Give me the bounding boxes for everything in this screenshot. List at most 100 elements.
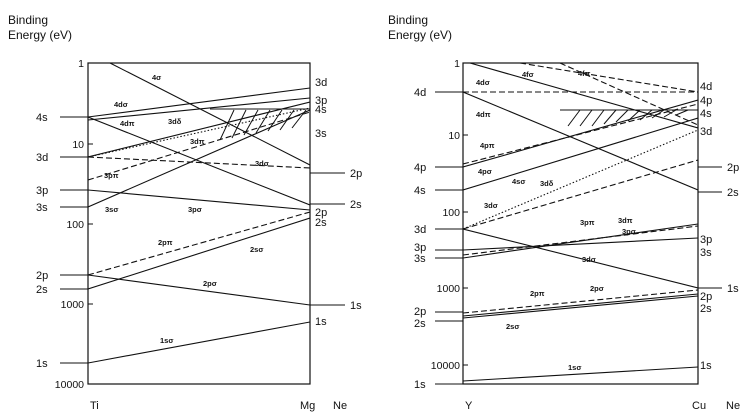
orbital-label: 3dσ xyxy=(255,159,269,168)
orbital-label: 3dδ xyxy=(168,117,182,126)
orbital-label: 2pπ xyxy=(530,289,545,298)
right-y-tick-1000: 1000 xyxy=(437,283,461,295)
ne-level-1s-right: 1s xyxy=(727,283,739,295)
cu-level-4p: 4p xyxy=(700,95,712,107)
right-plot-frame xyxy=(462,62,699,385)
right-panel: Binding Energy (eV) 1 10 100 1000 10000 … xyxy=(388,13,740,412)
left-y-tick-1000: 1000 xyxy=(61,299,85,311)
left-hatched-band xyxy=(210,108,310,141)
ne-level-2s-right: 2s xyxy=(727,187,739,199)
right-y-ticks xyxy=(463,62,468,366)
left-right-level-3d: 3d xyxy=(315,77,327,89)
orbital-label: 3dσ xyxy=(582,255,596,264)
orbital-label: 2pσ xyxy=(590,284,604,293)
orbital-label: 4fπ xyxy=(578,69,591,78)
left-right-level-3p: 3p xyxy=(315,95,327,107)
left-right-level-3s: 3s xyxy=(315,128,327,140)
cu-level-3d: 3d xyxy=(700,126,712,138)
cu-level-3s: 3s xyxy=(700,247,712,259)
left-correlation-lines xyxy=(88,63,310,364)
right-correlation-lines xyxy=(463,63,698,382)
right-atom-cu: Cu xyxy=(692,400,706,412)
left-plot-frame xyxy=(87,62,311,385)
y-level-3s: 3s xyxy=(414,253,426,265)
orbital-label: 4σ xyxy=(152,73,161,82)
mg-level-1s: 1s xyxy=(315,316,327,328)
orbital-label: 4pσ xyxy=(478,167,492,176)
ne-level-2p: 2p xyxy=(350,168,362,180)
orbital-label: 1sσ xyxy=(160,336,173,345)
orbital-label: 3dπ xyxy=(618,216,633,225)
right-y-tick-100: 100 xyxy=(442,207,460,219)
left-atom-ti: Ti xyxy=(90,400,99,412)
orbital-label: 3dπ xyxy=(190,137,205,146)
cu-level-2s: 2s xyxy=(700,303,712,315)
left-panel: Binding Energy (eV) 1 10 100 1000 10000 … xyxy=(8,13,362,412)
y-level-2s: 2s xyxy=(414,318,426,330)
orbital-label: 3pπ xyxy=(580,218,595,227)
orbital-label: 4pπ xyxy=(480,141,495,150)
orbital-label: 2sσ xyxy=(250,245,263,254)
right-atom-mg: Mg xyxy=(300,400,315,412)
cu-level-4d: 4d xyxy=(700,81,712,93)
left-y-tick-100: 100 xyxy=(66,219,84,231)
left-level-1s: 1s xyxy=(36,358,48,370)
y-level-4s: 4s xyxy=(414,185,426,197)
left-level-3d: 3d xyxy=(36,152,48,164)
left-level-2p: 2p xyxy=(36,270,48,282)
right-level-stubs xyxy=(435,91,463,385)
mg-level-2p: 2p xyxy=(315,207,327,219)
orbital-label: 2sσ xyxy=(506,322,519,331)
orbital-label: 2pσ xyxy=(203,279,217,288)
left-y-tick-1: 1 xyxy=(78,58,84,70)
right-hatched-band xyxy=(560,109,698,127)
left-atom-y: Y xyxy=(465,400,473,412)
y-level-4d: 4d xyxy=(414,87,426,99)
y-level-2p: 2p xyxy=(414,306,426,318)
ne-level-2s: 2s xyxy=(350,199,362,211)
orbital-label: 4fσ xyxy=(522,70,534,79)
left-y-tick-10: 10 xyxy=(72,139,84,151)
left-axis-title-line1: Binding xyxy=(8,13,48,27)
left-level-3s: 3s xyxy=(36,202,48,214)
orbital-label: 3dδ xyxy=(540,179,554,188)
orbital-label: 4dπ xyxy=(476,110,491,119)
orbital-label: 3pσ xyxy=(188,205,202,214)
orbital-label: 3pσ xyxy=(622,227,636,236)
left-axis-title-line2: Energy (eV) xyxy=(8,28,72,42)
orbital-label: 4dπ xyxy=(120,119,135,128)
left-right-level-4s: 4s xyxy=(315,104,327,116)
right-axis-title-line2: Energy (eV) xyxy=(388,28,452,42)
ne-level-2p-right: 2p xyxy=(727,162,739,174)
y-level-3p: 3p xyxy=(414,242,426,254)
orbital-label: 1sσ xyxy=(568,363,581,372)
extra-atom-ne-right: Ne xyxy=(726,400,740,412)
cu-level-2p: 2p xyxy=(700,291,712,303)
ne-level-1s: 1s xyxy=(350,300,362,312)
extra-atom-ne: Ne xyxy=(333,400,347,412)
left-y-tick-10000: 10000 xyxy=(55,379,84,391)
right-y-tick-10000: 10000 xyxy=(431,360,460,372)
right-y-tick-1: 1 xyxy=(454,58,460,70)
cu-level-4s: 4s xyxy=(700,108,712,120)
left-level-stubs xyxy=(60,116,88,364)
orbital-label: 3pπ xyxy=(104,171,119,180)
orbital-label: 2pπ xyxy=(158,238,173,247)
y-level-4p: 4p xyxy=(414,162,426,174)
left-level-2s: 2s xyxy=(36,284,48,296)
cu-level-3p: 3p xyxy=(700,234,712,246)
orbital-label: 4sσ xyxy=(512,177,525,186)
left-level-3p: 3p xyxy=(36,185,48,197)
orbital-label: 3dσ xyxy=(484,201,498,210)
cu-level-1s: 1s xyxy=(700,360,712,372)
right-ne-level-stubs xyxy=(698,166,722,289)
orbital-label: 4dσ xyxy=(476,78,490,87)
right-axis-title-line1: Binding xyxy=(388,13,428,27)
y-level-1s: 1s xyxy=(414,379,426,391)
mg-level-2s: 2s xyxy=(315,217,327,229)
right-y-tick-10: 10 xyxy=(448,130,460,142)
orbital-label: 3sσ xyxy=(105,205,118,214)
orbital-label: 4dσ xyxy=(114,100,128,109)
left-level-4s: 4s xyxy=(36,112,48,124)
